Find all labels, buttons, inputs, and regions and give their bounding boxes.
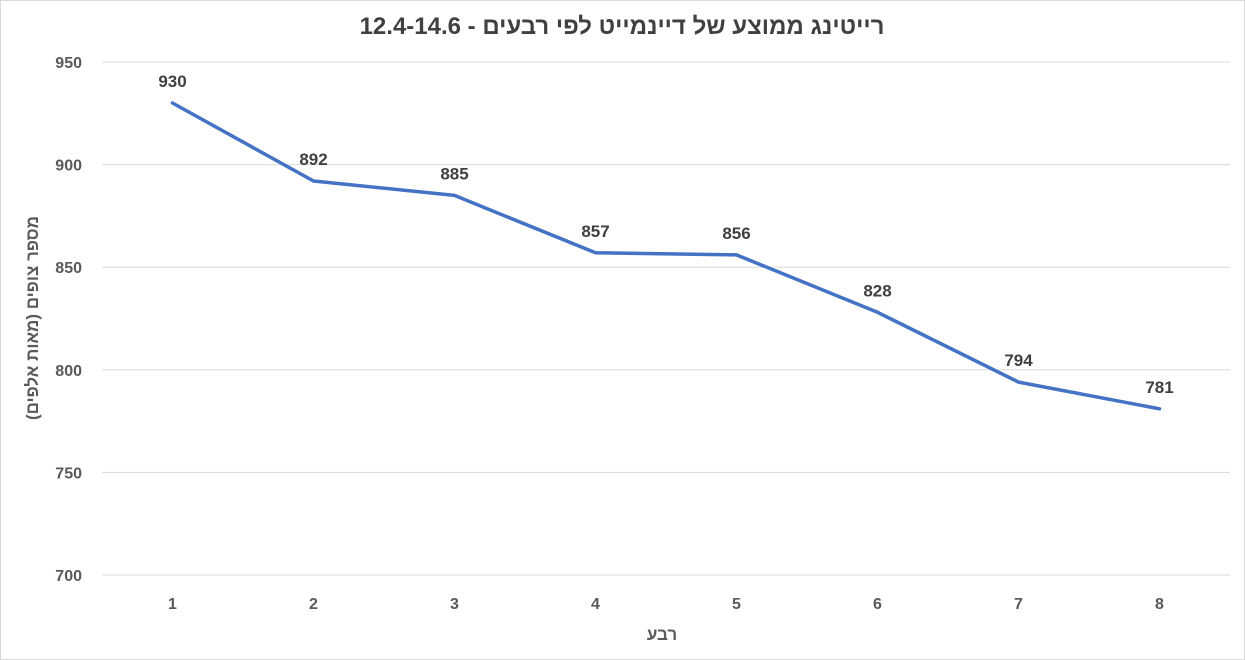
series-line [170, 101, 1162, 411]
x-tick-label: 8 [1155, 596, 1164, 613]
x-tick-label: 1 [168, 596, 177, 613]
x-tick-label: 2 [309, 596, 318, 613]
data-label: 885 [440, 164, 468, 183]
data-label: 828 [863, 281, 891, 300]
y-tick-label: 850 [55, 260, 82, 277]
data-label: 781 [1145, 378, 1173, 397]
data-labels: 930 892 885 857 856 828 794 781 [158, 72, 1173, 397]
y-tick-label: 700 [55, 568, 82, 585]
y-tick-label: 950 [55, 55, 82, 72]
data-label: 857 [581, 222, 609, 241]
y-axis-title: מספר צופים (מאות אלפים) [23, 216, 42, 420]
x-tick-label: 7 [1014, 596, 1023, 613]
data-label: 892 [299, 150, 327, 169]
y-axis-ticks: 700 750 800 850 900 950 [55, 55, 82, 585]
data-label: 794 [1004, 351, 1033, 370]
y-tick-label: 800 [55, 363, 82, 380]
gridlines [102, 61, 1230, 576]
y-tick-label: 750 [55, 465, 82, 482]
x-tick-label: 3 [450, 596, 459, 613]
data-label: 930 [158, 72, 186, 91]
x-tick-label: 6 [873, 596, 882, 613]
x-axis-title: רבע [647, 625, 677, 644]
data-label: 856 [722, 224, 750, 243]
chart-title: רייטינג ממוצע של דיינמייט לפי רבעים - 12… [360, 13, 885, 40]
x-tick-label: 4 [591, 596, 600, 613]
y-tick-label: 900 [55, 158, 82, 175]
x-axis-ticks: 1 2 3 4 5 6 7 8 [168, 596, 1164, 613]
x-tick-label: 5 [732, 596, 741, 613]
